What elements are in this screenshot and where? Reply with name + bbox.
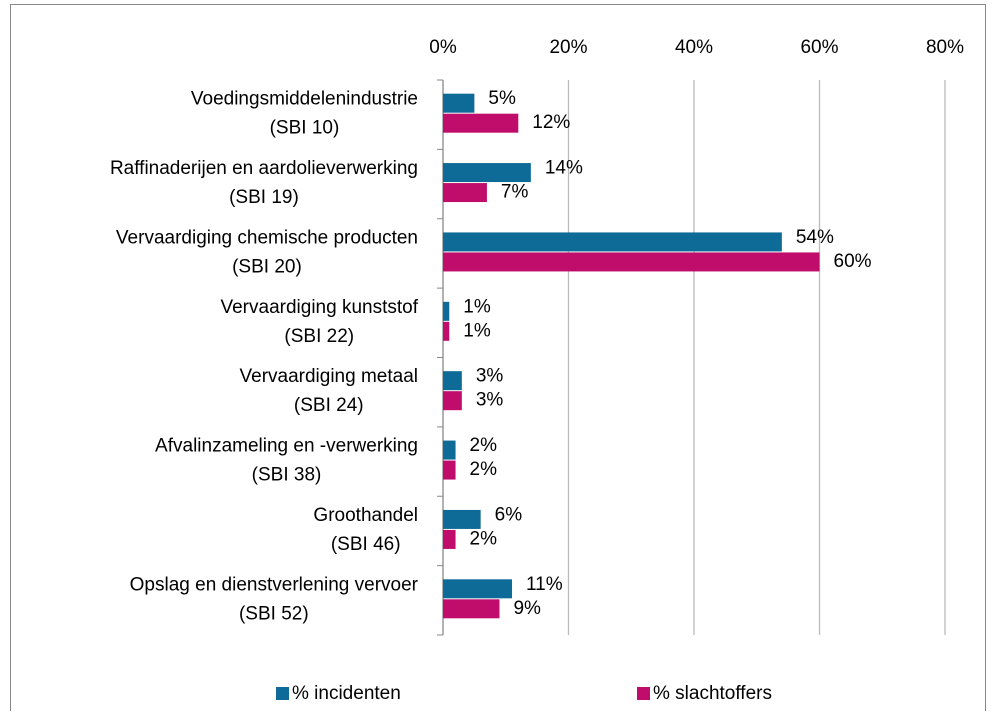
x-tick-label: 0% (429, 37, 457, 58)
bar (443, 183, 487, 203)
value-label: 1% (463, 320, 491, 341)
bar (443, 391, 462, 411)
value-label: 2% (470, 435, 498, 456)
legend-swatch (276, 687, 289, 700)
bar (443, 93, 475, 113)
value-label: 12% (532, 112, 570, 133)
bar (443, 252, 820, 272)
value-label: 7% (501, 182, 529, 203)
y-tick-label: Vervaardiging metaal (240, 366, 419, 387)
y-tick-label: Groothandel (313, 505, 418, 526)
value-label: 54% (796, 227, 834, 248)
bar (443, 232, 782, 252)
bar (443, 321, 450, 341)
y-tick-label: (SBI 52) (239, 603, 309, 624)
value-label: 1% (463, 296, 491, 317)
x-tick-label: 60% (800, 37, 838, 58)
value-label: 60% (834, 251, 872, 272)
legend-label: % incidenten (292, 683, 401, 704)
bar (443, 599, 500, 619)
value-label: 11% (526, 574, 563, 595)
value-label: 3% (476, 390, 504, 411)
legend-swatch (637, 687, 650, 700)
y-tick-label: (SBI 46) (331, 534, 401, 555)
y-tick-label: Opslag en dienstverlening vervoer (130, 574, 419, 595)
bar (443, 113, 519, 133)
value-label: 3% (476, 366, 504, 387)
y-tick-label: (SBI 10) (270, 118, 340, 139)
bar (443, 460, 456, 480)
bar (443, 301, 450, 321)
bar (443, 579, 513, 599)
x-tick-label: 80% (926, 37, 964, 58)
x-tick-label: 40% (675, 37, 713, 58)
bar (443, 163, 531, 183)
value-label: 5% (488, 88, 516, 109)
y-tick-label: (SBI 20) (232, 256, 302, 277)
value-label: 2% (470, 528, 498, 549)
bar (443, 509, 481, 529)
y-tick-label: Raffinaderijen en aardolieverwerking (110, 158, 418, 179)
legend-label: % slachtoffers (653, 683, 772, 704)
y-tick-label: (SBI 38) (252, 465, 322, 486)
value-label: 6% (495, 504, 523, 525)
y-tick-label: Vervaardiging chemische producten (116, 227, 418, 248)
value-label: 2% (470, 459, 498, 480)
y-tick-label: Voedingsmiddelenindustrie (191, 89, 418, 110)
y-tick-label: Afvalinzameling en -verwerking (155, 436, 418, 457)
bar (443, 529, 456, 549)
x-tick-label: 20% (549, 37, 587, 58)
bar (443, 440, 456, 460)
y-tick-label: (SBI 19) (229, 187, 299, 208)
y-tick-label: (SBI 24) (294, 395, 364, 416)
bar (443, 371, 462, 391)
y-tick-label: (SBI 22) (284, 326, 354, 347)
y-tick-label: Vervaardiging kunststof (220, 297, 418, 318)
value-label: 14% (545, 158, 583, 179)
value-label: 9% (513, 598, 541, 619)
